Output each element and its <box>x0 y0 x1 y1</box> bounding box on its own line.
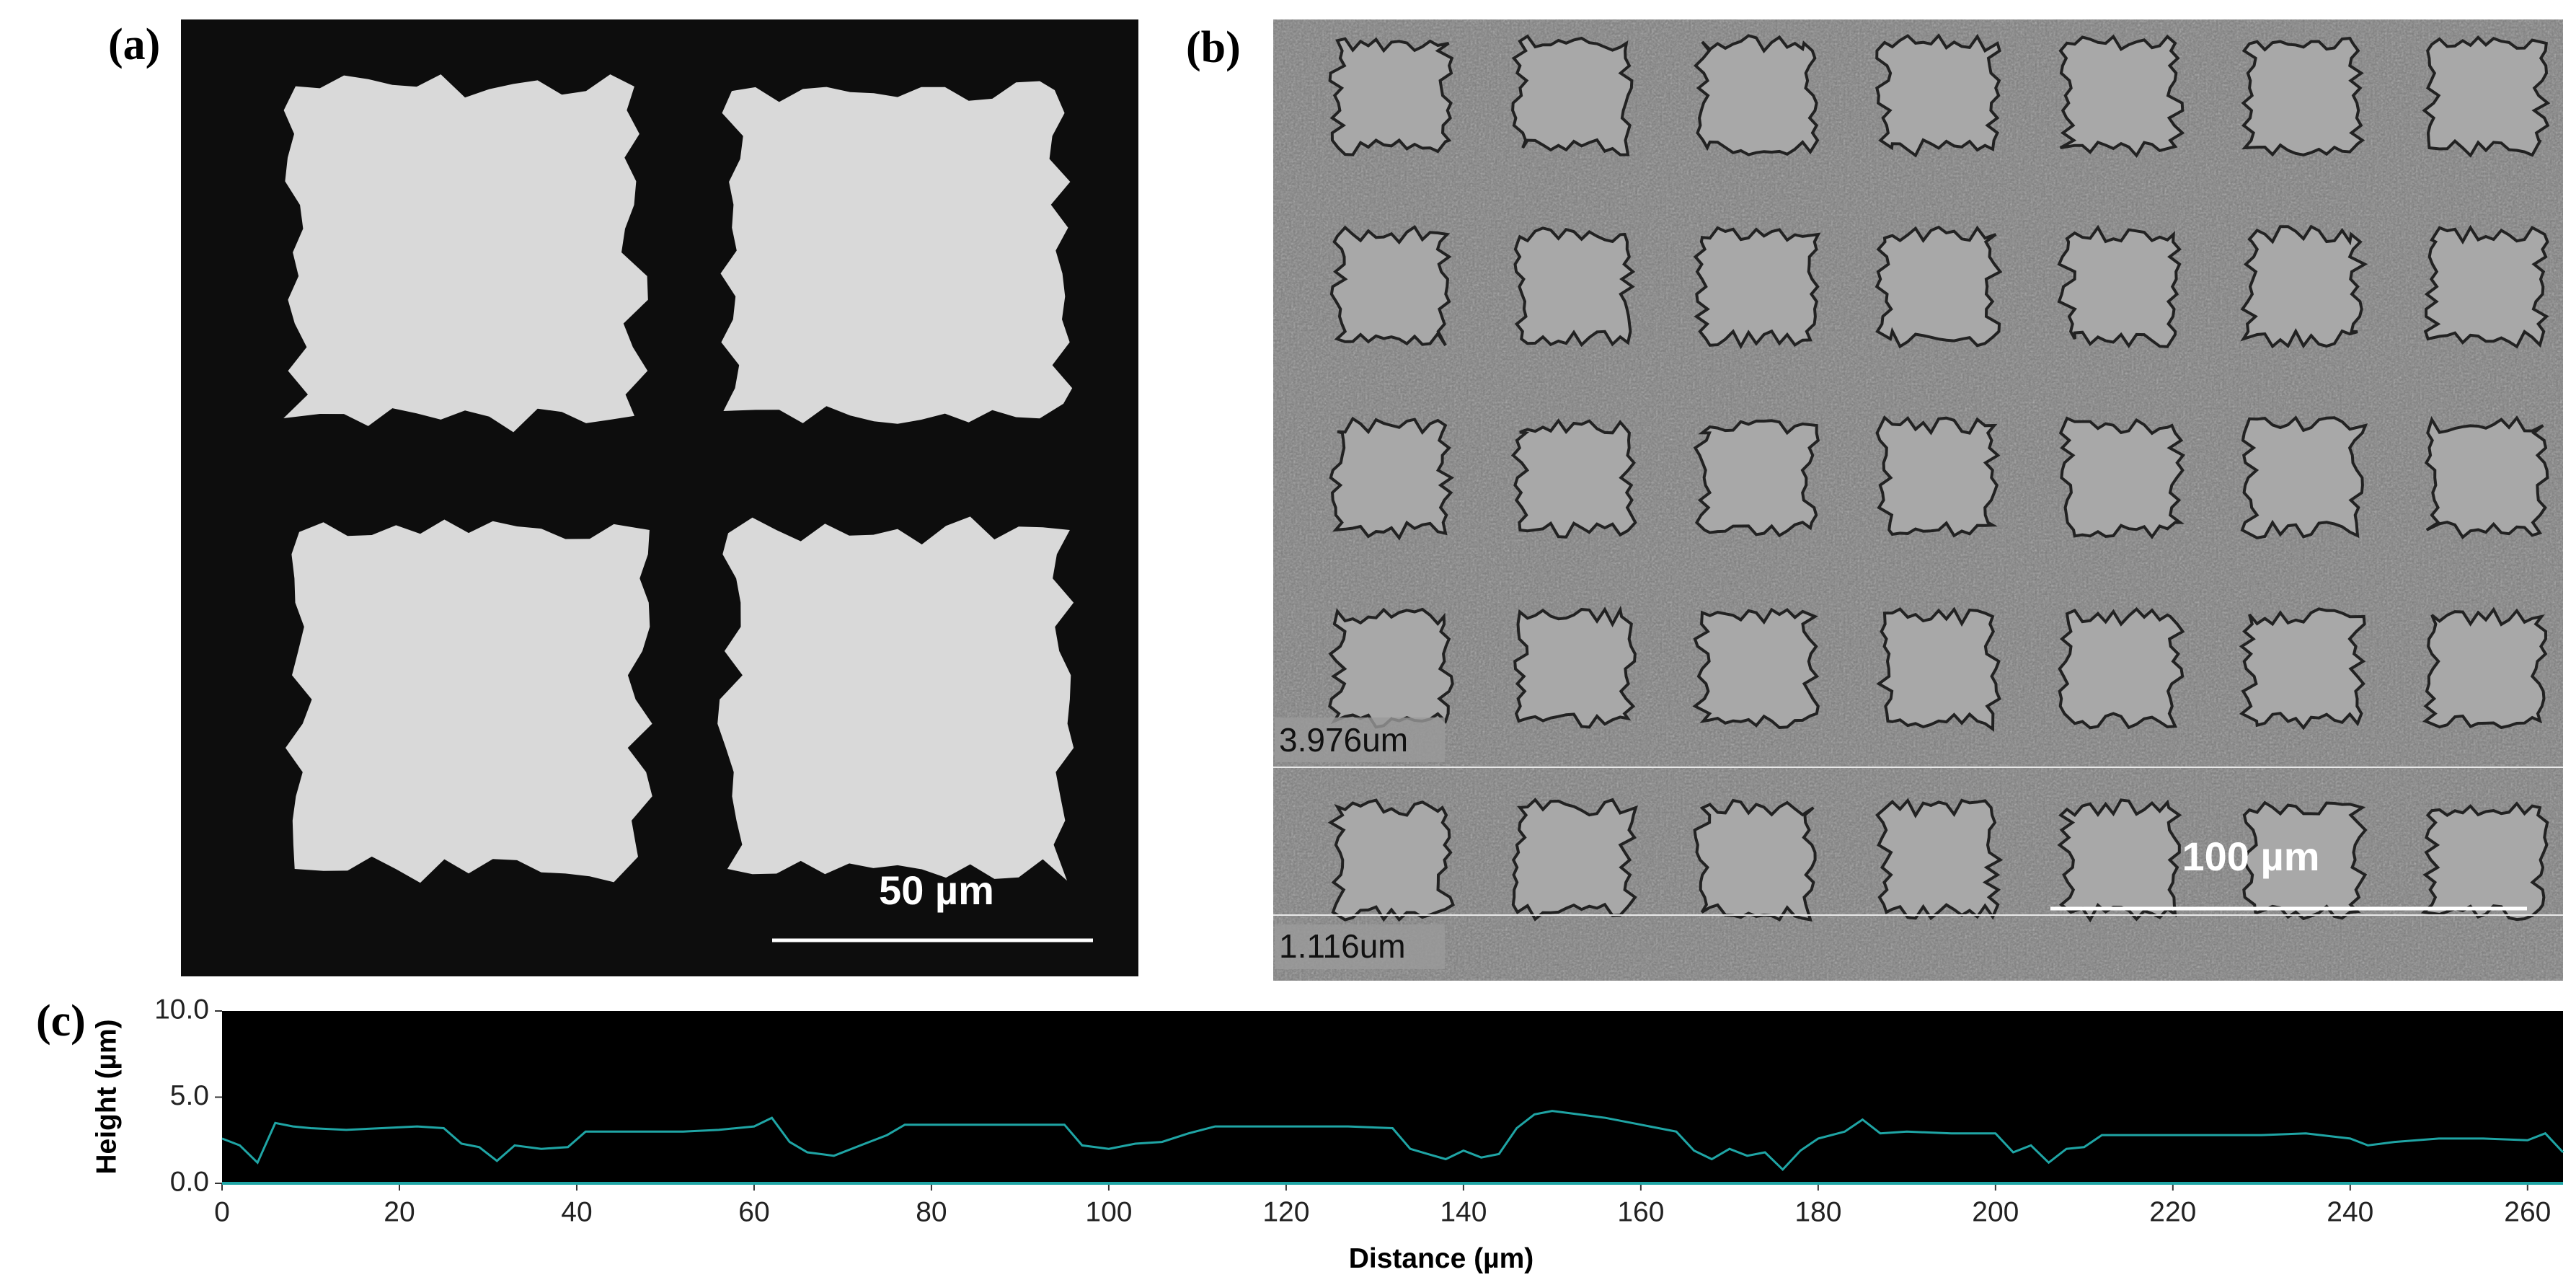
pad <box>1511 34 1634 156</box>
y-tick-label: 0.0 <box>170 1166 209 1197</box>
x-tick-label: 60 <box>738 1196 769 1227</box>
pad <box>2242 800 2368 921</box>
pad <box>1510 418 1637 539</box>
pad <box>2239 607 2366 730</box>
label-box <box>1275 924 1445 969</box>
pad <box>2424 415 2549 539</box>
pad <box>1693 34 1820 156</box>
x-tick-label: 140 <box>1440 1196 1487 1227</box>
x-tick-label: 40 <box>561 1196 592 1227</box>
pad <box>1513 605 1637 729</box>
pad <box>2057 798 2182 923</box>
pad <box>1693 419 1820 538</box>
panel-label: (c) <box>36 997 86 1046</box>
pad <box>1875 33 2001 158</box>
pad <box>1329 224 1452 347</box>
panel-b <box>1273 19 2563 981</box>
x-tick-label: 100 <box>1085 1196 1132 1227</box>
pad <box>1327 798 1455 922</box>
pad <box>2058 416 2186 539</box>
pad <box>1328 37 1454 156</box>
plot-area <box>222 1011 2563 1183</box>
x-tick-label: 200 <box>1972 1196 2019 1227</box>
pad <box>2058 34 2185 159</box>
x-tick-label: 180 <box>1794 1196 1841 1227</box>
x-tick-label: 0 <box>214 1196 230 1227</box>
profile-mark-label: 1.116um <box>1279 927 1406 965</box>
pad <box>1876 606 2001 732</box>
pad <box>1513 226 1636 348</box>
pad <box>717 516 1074 881</box>
pad <box>1328 607 1454 729</box>
pad <box>1875 798 2004 921</box>
scale-bar-label: 50 µm <box>879 867 994 913</box>
panel-a <box>181 19 1138 976</box>
pad <box>1511 798 1638 922</box>
pad <box>2422 35 2551 158</box>
x-tick-label: 20 <box>384 1196 415 1227</box>
pad <box>286 519 652 883</box>
pad <box>1693 226 1821 350</box>
x-tick-label: 240 <box>2327 1196 2373 1227</box>
label-box <box>1275 717 1445 762</box>
pad <box>2241 36 2365 157</box>
pad <box>1875 415 2001 538</box>
pad <box>2420 801 2549 922</box>
x-axis-label: Distance (µm) <box>1349 1243 1534 1274</box>
y-tick-label: 5.0 <box>170 1080 209 1111</box>
y-tick-label: 10.0 <box>154 994 209 1025</box>
panel-label: (b) <box>1186 23 1241 72</box>
x-tick-label: 120 <box>1262 1196 1309 1227</box>
panel-label: (a) <box>108 20 160 69</box>
pad <box>1875 225 2003 349</box>
scale-bar-label: 100 µm <box>2182 834 2319 879</box>
x-tick-label: 220 <box>2149 1196 2196 1227</box>
pad <box>2423 224 2549 349</box>
x-tick-label: 160 <box>1617 1196 1664 1227</box>
pad <box>1693 798 1817 922</box>
pad <box>2422 606 2548 730</box>
x-tick-label: 260 <box>2504 1196 2551 1227</box>
x-tick-label: 80 <box>916 1196 947 1227</box>
pad <box>720 81 1073 424</box>
pad <box>2240 224 2368 349</box>
profile-mark-label: 3.976um <box>1279 721 1408 759</box>
pad <box>2057 224 2182 349</box>
pad <box>1692 607 1820 730</box>
profile-line <box>221 1110 2564 1172</box>
y-axis-label: Height (µm) <box>91 1019 122 1174</box>
pad <box>283 74 648 433</box>
pad <box>2058 606 2185 730</box>
pad <box>2240 415 2368 539</box>
pad <box>1329 416 1455 541</box>
